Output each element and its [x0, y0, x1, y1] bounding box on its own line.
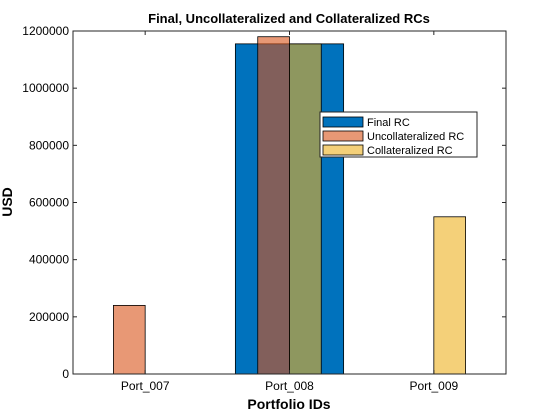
bars-layer	[113, 36, 466, 375]
legend-items: Final RC Uncollateralized RC Collateralize…	[322, 116, 464, 157]
y-tick-label: 800000	[29, 138, 69, 152]
bar-uncollateralized-rc-port_008	[257, 36, 290, 375]
y-axis-label: USD	[0, 187, 15, 217]
y-tick-label: 1000000	[22, 81, 69, 95]
legend-swatch-uncollateralized-rc	[322, 130, 364, 142]
x-tick-label-port_007: Port_007	[121, 379, 170, 393]
bar-collateralized-rc-port_009	[433, 216, 466, 375]
y-tick-label: 1200000	[22, 24, 69, 38]
x-tick-label-port_008: Port_008	[265, 379, 314, 393]
ticks-layer: 0 200000 400000 600000 800000 1000000 1200000 P…	[22, 24, 506, 393]
bar-collateralized-rc-port_008	[289, 43, 322, 375]
x-tick-label-port_009: Port_009	[409, 379, 458, 393]
y-tick-label: 600000	[29, 196, 69, 210]
legend-swatch-collateralized-rc	[322, 144, 364, 156]
y-tick-label: 400000	[29, 253, 69, 267]
chart-title: Final, Uncollateralized and Collateraliz…	[148, 11, 430, 26]
y-tick-label: 0	[62, 367, 69, 381]
legend[interactable]: Final RC Uncollateralized RC Collateralize…	[319, 111, 478, 158]
legend-label-uncollateralized-rc: Uncollateralized RC	[367, 131, 464, 143]
x-axis-label: Portfolio IDs	[247, 396, 330, 412]
bar-uncollateralized-rc-port_007	[113, 304, 146, 375]
legend-label-final-rc: Final RC	[367, 117, 410, 129]
legend-swatch-final-rc	[322, 116, 364, 128]
y-tick-label: 200000	[29, 310, 69, 324]
legend-label-collateralized-rc: Collateralized RC	[367, 145, 453, 157]
